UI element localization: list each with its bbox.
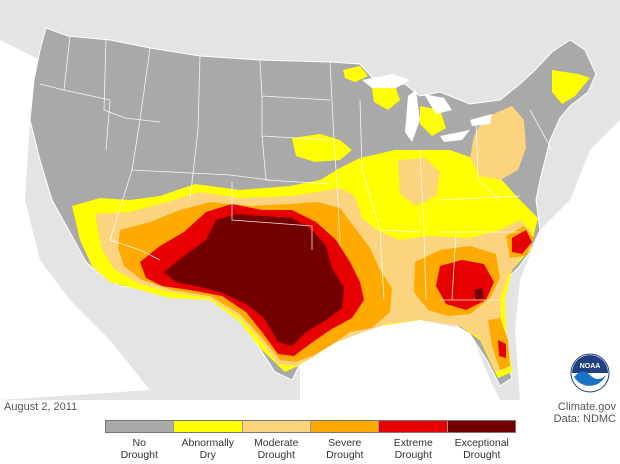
atlantic-ocean <box>515 120 620 400</box>
credit: Climate.gov Data: NDMC <box>554 401 616 425</box>
legend-swatch-severe <box>310 421 380 432</box>
legend-label-no-drought: No Drought <box>120 437 158 461</box>
state-borders <box>39 35 553 301</box>
credit-source: Climate.gov <box>557 401 616 413</box>
legend-labels: No Drought Abnormally Dry Moderate Droug… <box>105 437 516 461</box>
legend-swatch-abnormally-dry <box>174 421 243 432</box>
zone-dry-northeast <box>552 70 590 104</box>
zone-extreme-nc <box>512 230 532 254</box>
zone-moderate-midwest <box>398 158 440 206</box>
legend-swatch-moderate <box>242 421 311 432</box>
legend-bar <box>105 420 516 433</box>
gulf-of-mexico <box>300 320 500 400</box>
noaa-logo-text: NOAA <box>580 363 601 370</box>
map-date: August 2, 2011 <box>4 401 78 413</box>
zone-dry-north-3 <box>372 86 400 110</box>
zone-exceptional-georgia <box>474 288 484 300</box>
zone-dry-north-1 <box>292 134 352 162</box>
credit-data: Data: NDMC <box>553 413 616 425</box>
zone-extreme-florida <box>498 340 506 358</box>
us-map-svg <box>0 0 620 400</box>
legend-label-exceptional: Exceptional Drought <box>454 437 509 461</box>
legend-swatch-extreme <box>379 421 448 432</box>
zone-dry-north-2 <box>343 66 368 82</box>
great-lakes <box>362 74 492 142</box>
noaa-logo: NOAA <box>570 353 610 393</box>
legend-label-abnormally-dry: Abnormally Dry <box>181 437 235 461</box>
zone-dry-north-4 <box>420 106 446 136</box>
zone-exceptional <box>164 214 344 346</box>
drought-map: NOAA <box>0 0 620 400</box>
legend-label-extreme: Extreme Drought <box>393 437 433 461</box>
legend-swatch-exceptional <box>447 421 515 432</box>
legend-label-moderate: Moderate Drought <box>254 437 299 461</box>
legend-label-severe: Severe Drought <box>326 437 364 461</box>
pacific-ocean <box>0 40 150 400</box>
legend-swatch-no-drought <box>106 421 175 432</box>
legend: No Drought Abnormally Dry Moderate Droug… <box>105 420 516 461</box>
